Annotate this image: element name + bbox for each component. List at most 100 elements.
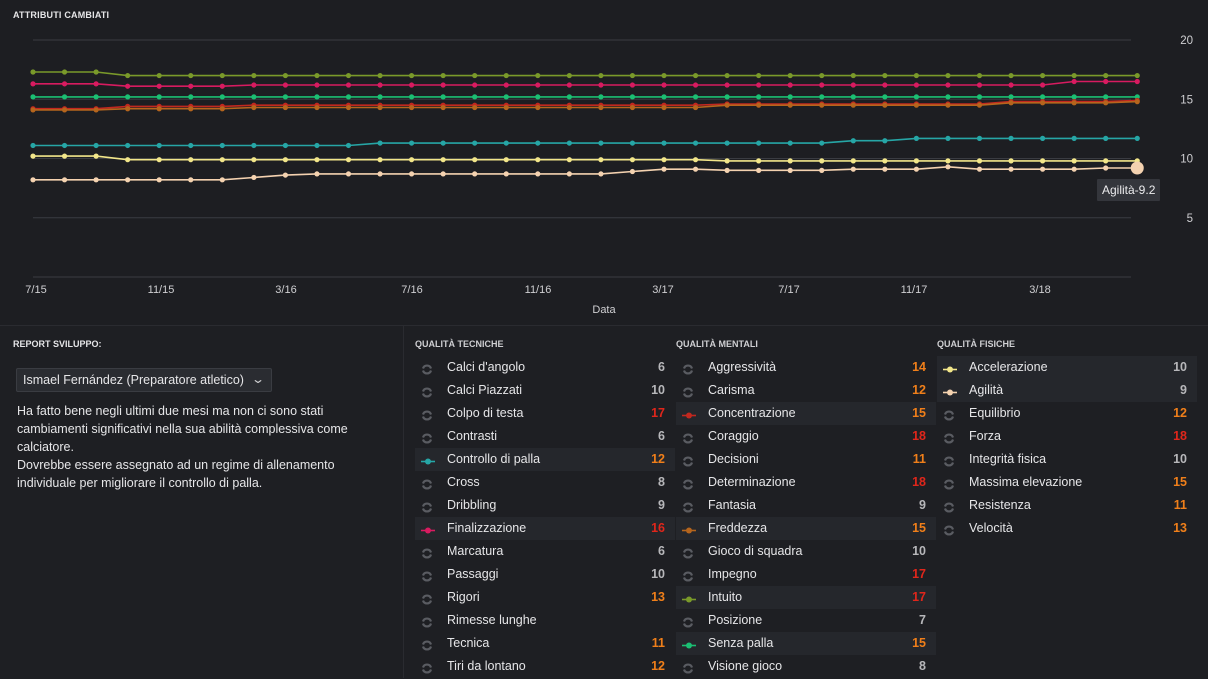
- attribute-row[interactable]: Fantasia 9: [676, 494, 936, 517]
- attribute-row[interactable]: Integrità fisica 10: [937, 448, 1197, 471]
- data-point: [93, 69, 99, 75]
- data-point: [345, 94, 352, 100]
- attribute-label: Velocità: [969, 521, 1013, 535]
- data-point: [724, 94, 730, 100]
- data-point: [377, 72, 383, 79]
- data-point: [30, 81, 36, 87]
- attribute-row[interactable]: Freddezza 15: [676, 517, 936, 540]
- data-point: [61, 177, 68, 183]
- attribute-row[interactable]: Decisioni 11: [676, 448, 936, 471]
- data-point: [913, 158, 920, 164]
- data-point: [61, 81, 68, 87]
- attribute-row[interactable]: Cross 8: [415, 471, 675, 494]
- data-point: [61, 142, 68, 149]
- attribute-list: Aggressività 14 Carisma 12 Concentrazione 15 C…: [676, 356, 936, 678]
- attribute-row[interactable]: Velocità 13: [937, 517, 1197, 540]
- refresh-icon: [943, 454, 955, 467]
- data-point: [976, 158, 983, 164]
- x-tick-label: 7/15: [25, 284, 46, 296]
- attribute-label: Integrità fisica: [969, 452, 1047, 466]
- x-tick-label: 7/17: [778, 284, 799, 296]
- data-point: [1134, 135, 1140, 141]
- attribute-row[interactable]: Intuito 17: [676, 586, 936, 609]
- attributes-panel: QUALITÀ TECNICHE Calci d'angolo 6 Calci Pi…: [404, 326, 1208, 678]
- data-point: [661, 140, 667, 146]
- attribute-row[interactable]: Accelerazione 10: [937, 356, 1197, 379]
- attribute-row[interactable]: Impegno 17: [676, 563, 936, 586]
- data-point: [976, 135, 983, 141]
- data-point: [629, 72, 636, 79]
- attribute-row[interactable]: Gioco di squadra 10: [676, 540, 936, 563]
- attribute-row[interactable]: Calci Piazzati 10: [415, 379, 675, 402]
- data-point: [314, 171, 320, 177]
- attribute-row[interactable]: Calci d'angolo 6: [415, 356, 675, 379]
- attribute-row[interactable]: Coraggio 18: [676, 425, 936, 448]
- attribute-value: 9: [919, 498, 926, 512]
- attribute-label: Calci Piazzati: [447, 383, 523, 397]
- series-key-icon: [943, 385, 957, 396]
- data-point: [1134, 72, 1140, 79]
- attribute-row[interactable]: Contrasti 6: [415, 425, 675, 448]
- data-point: [1008, 72, 1014, 79]
- data-point: [787, 167, 793, 173]
- data-point: [1040, 100, 1046, 106]
- attribute-value: 7: [919, 613, 926, 627]
- attribute-row[interactable]: Concentrazione 15: [676, 402, 936, 425]
- coach-dropdown[interactable]: Ismael Fernández (Preparatore atletico) …: [16, 368, 272, 392]
- attribute-history-chart[interactable]: 20 15 10 5 7/15 11/15 3/16 7/16 11/16 3/17 7/17 11/…: [0, 0, 1208, 325]
- data-point: [1071, 166, 1077, 172]
- data-point: [472, 171, 478, 177]
- attribute-row[interactable]: Resistenza 11: [937, 494, 1197, 517]
- attribute-row[interactable]: Tecnica 11: [415, 632, 675, 655]
- data-point: [692, 166, 699, 172]
- refresh-icon: [682, 569, 694, 582]
- report-text: Ha fatto bene negli ultimi due mesi ma n…: [17, 402, 387, 492]
- report-line-1: Ha fatto bene negli ultimi due mesi ma n…: [17, 404, 348, 454]
- data-point: [882, 166, 888, 172]
- attribute-row[interactable]: Aggressività 14: [676, 356, 936, 379]
- data-point: [692, 104, 699, 111]
- data-point: [125, 83, 131, 89]
- attribute-value: 18: [912, 429, 926, 443]
- attribute-row[interactable]: Controllo di palla 12: [415, 448, 675, 471]
- attribute-row[interactable]: Determinazione 18: [676, 471, 936, 494]
- data-point: [566, 104, 572, 111]
- attribute-value: 15: [912, 636, 926, 650]
- attribute-row[interactable]: Massima elevazione 15: [937, 471, 1197, 494]
- attribute-label: Rigori: [447, 590, 480, 604]
- attribute-row[interactable]: Passaggi 10: [415, 563, 675, 586]
- data-point: [724, 167, 730, 173]
- attribute-row[interactable]: Carisma 12: [676, 379, 936, 402]
- x-tick-label: 7/16: [401, 284, 422, 296]
- data-point: [976, 94, 983, 100]
- attribute-label: Marcatura: [447, 544, 504, 558]
- attribute-row[interactable]: Senza palla 15: [676, 632, 936, 655]
- data-point: [188, 157, 194, 163]
- chevron-down-icon: ⌄: [250, 372, 266, 386]
- attribute-row[interactable]: Rigori 13: [415, 586, 675, 609]
- data-point: [156, 142, 162, 149]
- attribute-row[interactable]: Agilità 9: [937, 379, 1197, 402]
- data-point: [629, 168, 636, 175]
- data-point: [1008, 94, 1014, 100]
- attribute-row[interactable]: Dribbling 9: [415, 494, 675, 517]
- data-point: [976, 72, 983, 79]
- data-point: [913, 94, 920, 100]
- attribute-row[interactable]: Equilibrio 12: [937, 402, 1197, 425]
- attribute-value: 11: [1173, 498, 1187, 512]
- refresh-icon: [421, 661, 433, 674]
- data-point: [282, 72, 288, 79]
- data-point: [566, 72, 572, 79]
- attribute-row[interactable]: Posizione 7: [676, 609, 936, 632]
- attribute-row[interactable]: Visione gioco 8: [676, 655, 936, 678]
- data-point: [472, 82, 478, 88]
- data-point: [93, 142, 99, 149]
- attribute-row[interactable]: Tiri da lontano 12: [415, 655, 675, 678]
- data-point: [724, 72, 730, 79]
- attribute-row[interactable]: Colpo di testa 17: [415, 402, 675, 425]
- attribute-row[interactable]: Rimesse lunghe: [415, 609, 675, 632]
- attribute-row[interactable]: Finalizzazione 16: [415, 517, 675, 540]
- data-point: [251, 72, 257, 79]
- attribute-row[interactable]: Forza 18: [937, 425, 1197, 448]
- attribute-row[interactable]: Marcatura 6: [415, 540, 675, 563]
